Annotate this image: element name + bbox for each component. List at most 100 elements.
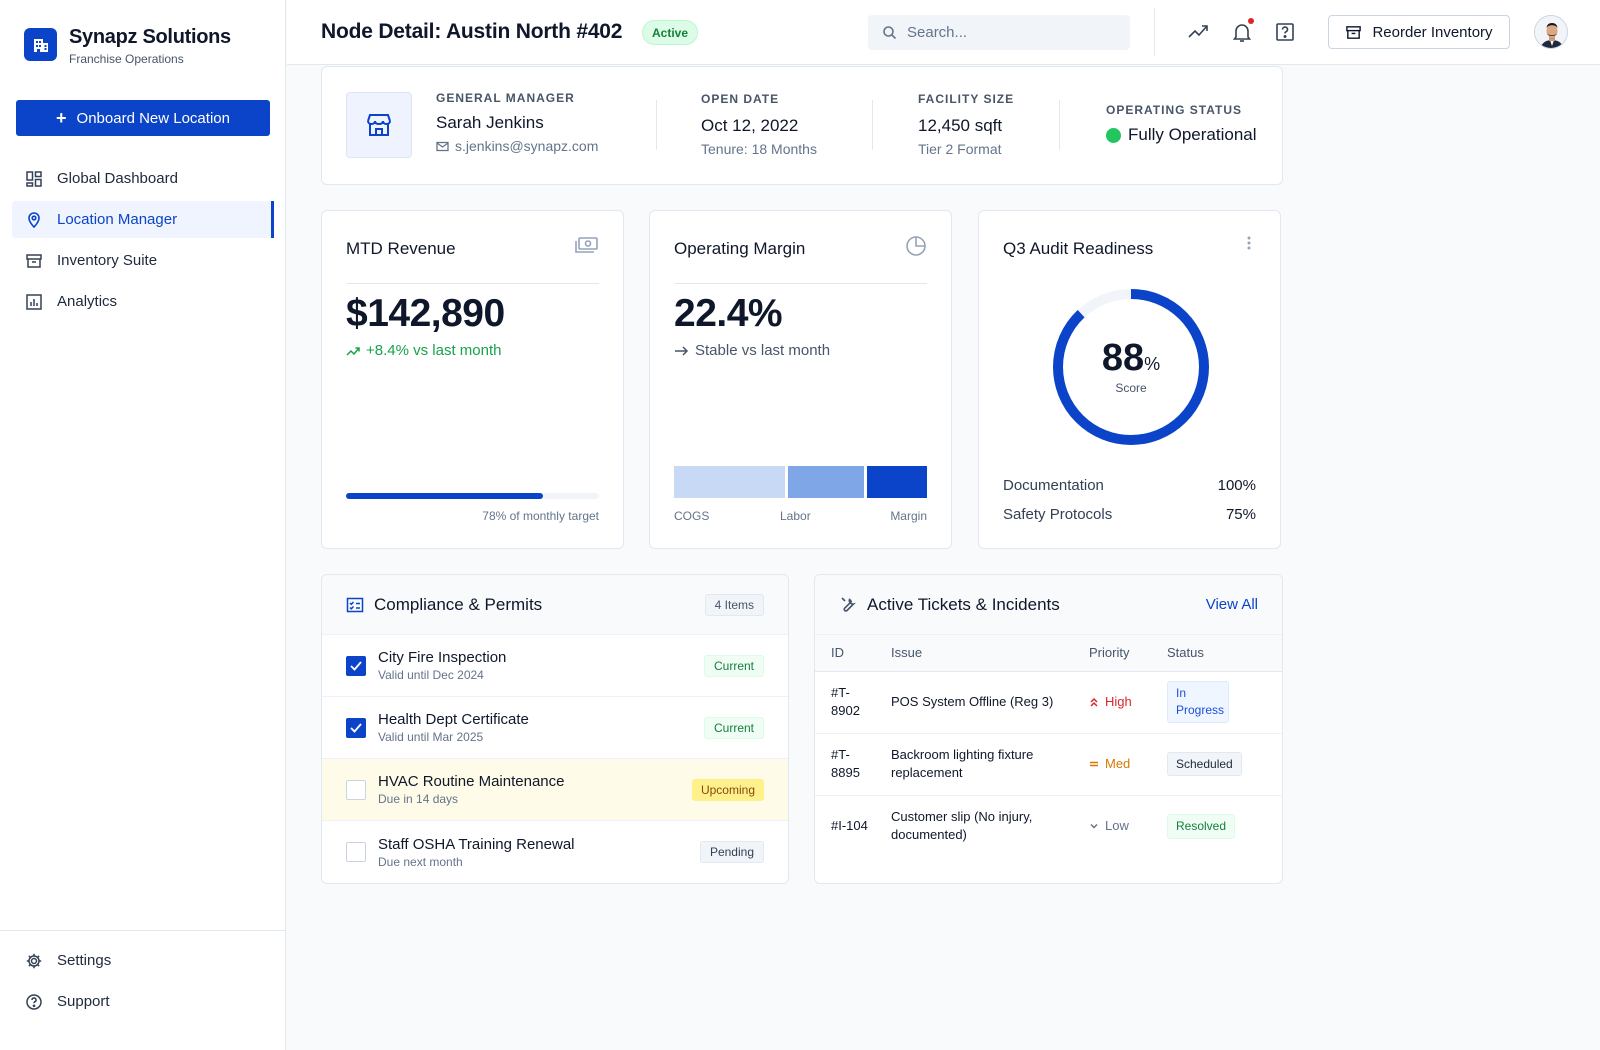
info-label: FACILITY SIZE — [918, 92, 1015, 106]
revenue-progress-bar — [346, 493, 599, 499]
manager-email-row[interactable]: s.jenkins@synapz.com — [436, 138, 598, 154]
items-count-badge: 4 Items — [704, 593, 764, 616]
bell-icon[interactable] — [1228, 18, 1256, 46]
facility-size-value: 12,450 sqft — [918, 116, 1003, 135]
segment-label-cogs: COGS — [674, 509, 710, 523]
sidebar-item-inventory-suite[interactable]: Inventory Suite — [12, 242, 274, 279]
priority-text: Low — [1105, 818, 1129, 834]
search-input[interactable] — [907, 24, 1117, 41]
audit-row-value: 75% — [1225, 506, 1256, 523]
segment-label-margin: Margin — [890, 509, 927, 523]
compliance-item: Staff OSHA Training Renewal Due next mon… — [322, 821, 788, 883]
avatar[interactable] — [1534, 15, 1568, 49]
reorder-inventory-button[interactable]: Reorder Inventory — [1328, 15, 1510, 49]
info-label: GENERAL MANAGER — [436, 91, 575, 105]
more-vertical-icon[interactable] — [1242, 235, 1256, 253]
open-date-block: OPEN DATE Oct 12, 2022 Tenure: 18 Months — [701, 92, 817, 157]
table-row[interactable]: #T-8902 POS System Offline (Reg 3) High … — [815, 671, 1282, 734]
location-info-card: GENERAL MANAGER Sarah Jenkins s.jenkins@… — [321, 66, 1283, 185]
checkbox[interactable] — [346, 842, 366, 862]
facility-format-text: Tier 2 Format — [918, 141, 1002, 157]
table-row[interactable]: #I-104 Customer slip (No injury, documen… — [815, 795, 1282, 857]
column-header[interactable]: Status — [1167, 635, 1282, 672]
sidebar-item-location-manager[interactable]: Location Manager — [12, 201, 274, 238]
card-header: Operating Margin — [674, 235, 927, 284]
chevron-down-icon — [1089, 821, 1099, 831]
status-tag: Pending — [699, 841, 764, 863]
checkbox[interactable] — [346, 717, 366, 738]
checkbox[interactable] — [346, 779, 366, 800]
manager-name: Sarah Jenkins — [436, 113, 544, 132]
audit-row-value: 100% — [1217, 477, 1256, 494]
general-manager-block: GENERAL MANAGER Sarah Jenkins s.jenkins@… — [436, 91, 598, 154]
column-header[interactable]: Priority — [1089, 635, 1167, 672]
search-box[interactable] — [868, 15, 1130, 50]
help-square-icon[interactable] — [1271, 18, 1299, 46]
compliance-title-row: Compliance & Permits — [346, 595, 542, 615]
priority-text: Med — [1105, 755, 1131, 771]
pie-chart-icon — [905, 235, 927, 257]
info-divider — [1059, 100, 1060, 150]
building-icon — [24, 28, 57, 61]
ticket-id: #T-8895 — [815, 733, 891, 796]
bar-chart-icon — [25, 293, 43, 311]
checkbox[interactable] — [346, 655, 366, 676]
sidebar-item-settings[interactable]: Settings — [12, 942, 274, 979]
sidebar-item-support[interactable]: Support — [12, 983, 274, 1020]
priority-text: High — [1105, 693, 1132, 709]
ticket-id: #I-104 — [831, 818, 868, 834]
sidebar-item-label: Location Manager — [57, 211, 178, 228]
revenue-trend-text: +8.4% vs last month — [366, 342, 502, 359]
page-title: Node Detail: Austin North #402 — [321, 20, 623, 43]
compliance-name: City Fire Inspection — [378, 649, 507, 666]
section-title: Active Tickets & Incidents — [867, 594, 1060, 614]
status-tag: Upcoming — [691, 778, 764, 801]
plus-icon: + — [56, 108, 67, 128]
equals-icon — [1089, 759, 1099, 769]
sidebar-bottom: Settings Support — [0, 930, 286, 1024]
ticket-priority: Med — [1089, 733, 1167, 796]
view-all-link[interactable]: View All — [1205, 596, 1258, 613]
audit-row-documentation: Documentation 100% — [1003, 477, 1256, 494]
ticket-id-text: #T-8895 — [831, 746, 860, 780]
segment-cogs — [674, 466, 785, 498]
audit-score-value: 88 — [1101, 337, 1145, 379]
manager-email[interactable]: s.jenkins@synapz.com — [455, 138, 599, 154]
sidebar-item-analytics[interactable]: Analytics — [12, 283, 274, 320]
status-tag: In Progress — [1167, 681, 1229, 723]
revenue-trend: +8.4% vs last month — [346, 342, 501, 359]
margin-value: 22.4% — [674, 292, 783, 335]
table-row[interactable]: #T-8895 Backroom lighting fixture replac… — [815, 733, 1282, 796]
brand-title: Synapz Solutions — [69, 26, 231, 48]
compliance-sub: Due in 14 days — [378, 792, 459, 806]
money-icon — [575, 235, 599, 255]
audit-readiness-card: Q3 Audit Readiness 88% Score Documentati… — [978, 210, 1281, 549]
sidebar-item-global-dashboard[interactable]: Global Dashboard — [12, 160, 274, 197]
trend-up-icon — [346, 345, 360, 357]
sidebar-item-label: Settings — [57, 952, 112, 969]
audit-row-label: Documentation — [1003, 477, 1104, 494]
sidebar-item-label: Inventory Suite — [57, 252, 158, 269]
ticket-id-text: #T-8902 — [831, 684, 860, 718]
ticket-priority: High — [1089, 671, 1167, 734]
open-date-value: Oct 12, 2022 — [701, 116, 799, 135]
chevrons-up-icon — [1089, 697, 1099, 707]
gear-icon — [25, 952, 43, 970]
trend-icon[interactable] — [1184, 18, 1212, 46]
audit-score-donut: 88% Score — [1049, 285, 1213, 449]
column-header[interactable]: ID — [815, 635, 891, 672]
tickets-table: ID Issue Priority Status #T-8902 POS Sys… — [815, 635, 1282, 857]
tenure-text: Tenure: 18 Months — [701, 141, 817, 157]
info-label: OPEN DATE — [701, 92, 780, 106]
brand[interactable]: Synapz Solutions Franchise Operations — [24, 26, 231, 66]
compliance-name: HVAC Routine Maintenance — [378, 773, 565, 790]
grid-icon — [25, 170, 43, 188]
segment-labor — [787, 466, 864, 498]
status-tag: Current — [703, 716, 764, 739]
compliance-item: City Fire Inspection Valid until Dec 202… — [322, 635, 788, 697]
tickets-card: Active Tickets & Incidents View All ID I… — [814, 574, 1283, 884]
onboard-new-location-button[interactable]: + Onboard New Location — [16, 100, 270, 136]
column-header[interactable]: Issue — [891, 635, 1089, 672]
audit-score-unit: % — [1144, 354, 1161, 374]
card-title: Q3 Audit Readiness — [1003, 239, 1154, 258]
